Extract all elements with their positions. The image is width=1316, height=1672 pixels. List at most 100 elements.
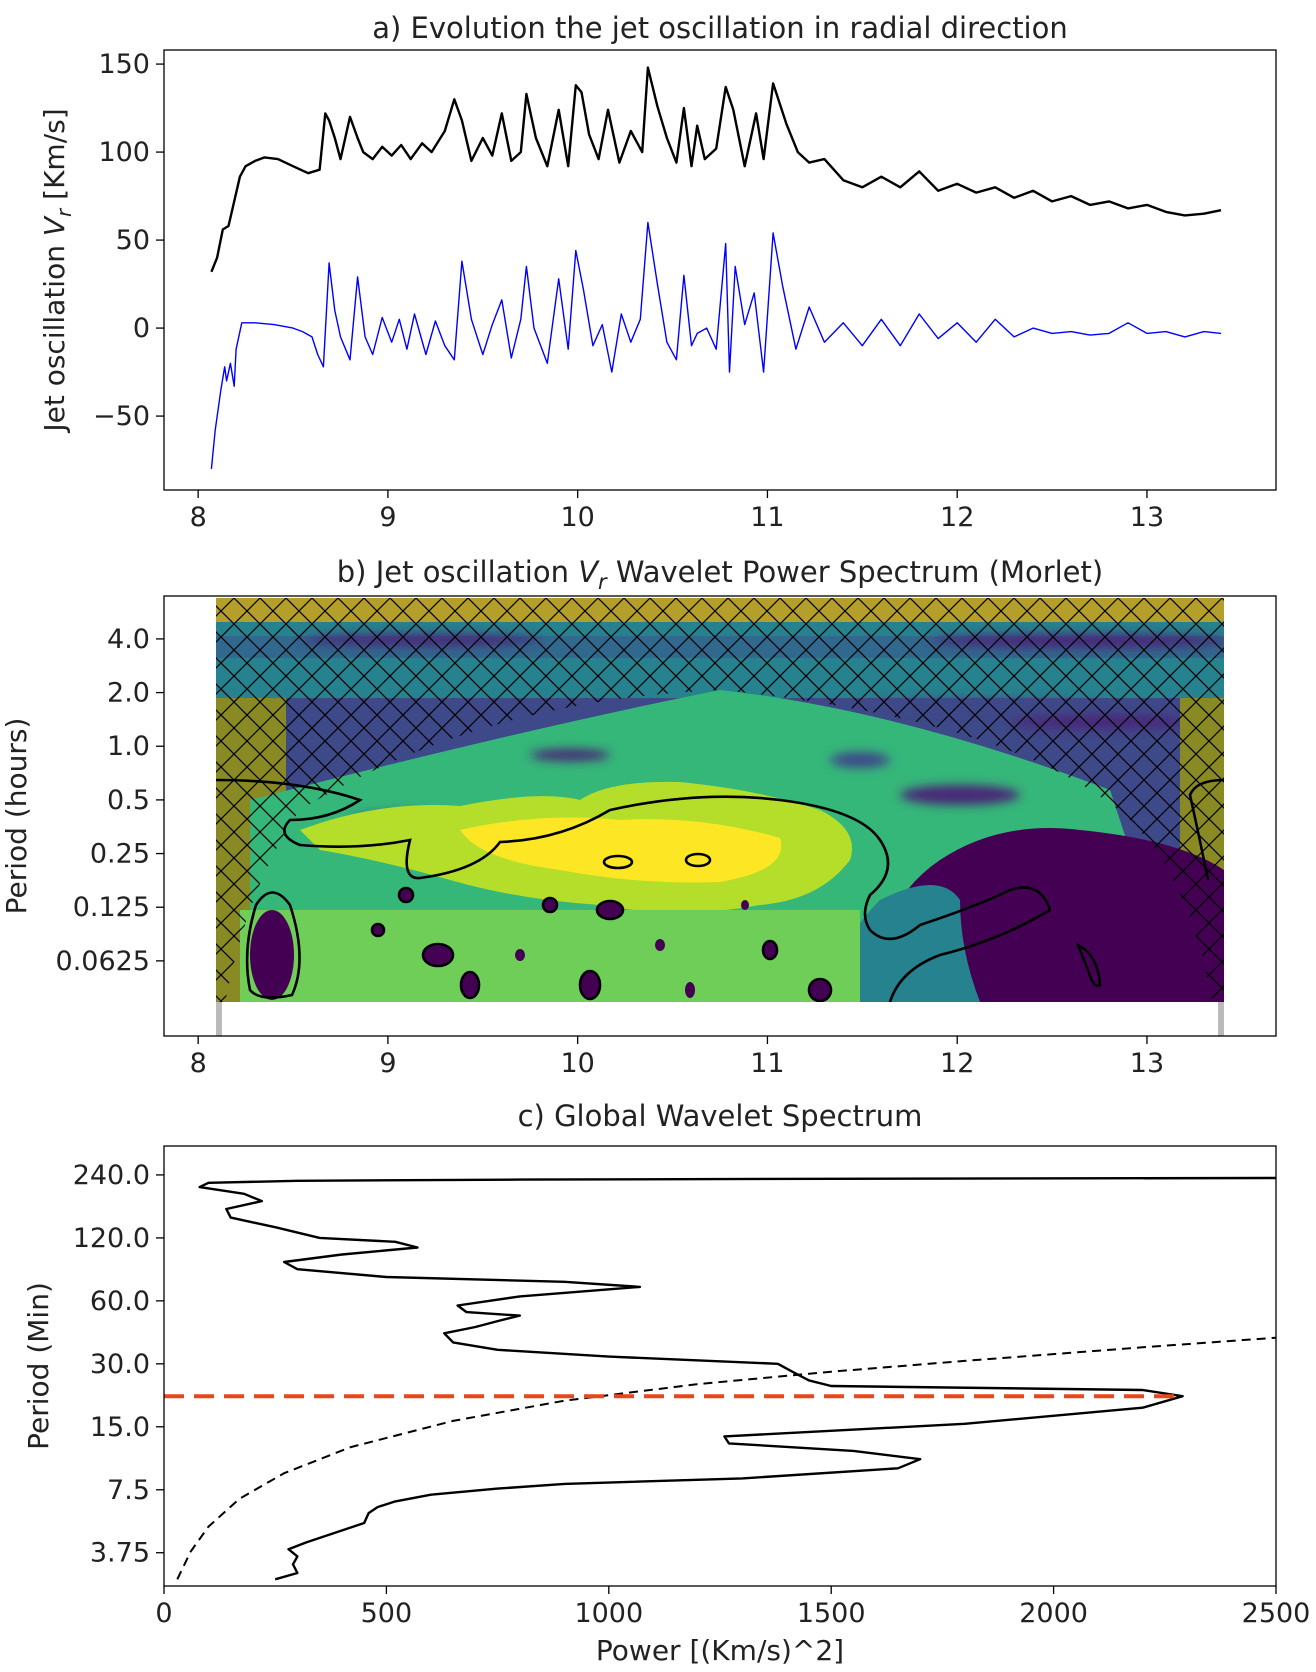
panel-b-title-prefix: b) Jet oscillation — [337, 555, 578, 589]
x-tick-label: 500 — [361, 1598, 413, 1629]
panel-b-title-sub: r — [598, 570, 608, 594]
significance-contour-dot — [459, 970, 481, 1000]
heatmap-dark-blob — [598, 902, 622, 918]
heatmap-dark-blob — [685, 982, 695, 998]
heatmap-dark-blob — [581, 972, 599, 998]
y-tick-label: 50 — [116, 225, 150, 256]
panel-b-title-suffix: Wavelet Power Spectrum (Morlet) — [607, 555, 1104, 589]
y-tick-label: 2.0 — [107, 678, 150, 709]
panel-c-xlabel: Power [(Km/s)^2] — [596, 1634, 844, 1667]
y-tick-label: 30.0 — [90, 1349, 150, 1380]
y-tick-label: 15.0 — [90, 1412, 150, 1443]
panel-a-series-line-black — [210, 66, 1222, 273]
panel-c: c) Global Wavelet Spectrum 0 500 1000 1500 2… — [22, 1099, 1310, 1667]
heatmap-dark-blob — [655, 939, 665, 951]
panel-a-title: a) Evolution the jet oscillation in radi… — [372, 11, 1068, 45]
y-tick-label: 1.0 — [107, 731, 150, 762]
y-tick-label: 150 — [98, 49, 150, 80]
panel-b-grey-edge — [1218, 1002, 1224, 1036]
panel-c-plot — [164, 1176, 1276, 1581]
x-tick-label: 11 — [750, 502, 784, 533]
significance-contour-left-blob — [245, 891, 301, 999]
significance-contour-dot — [684, 852, 712, 868]
significance-contour-main — [216, 778, 1052, 1002]
heatmap-dark-blob — [373, 925, 383, 935]
panel-b-empty-bottom — [165, 1002, 1275, 1036]
heatmap-small-scale — [240, 889, 860, 1002]
significance-contour-dot — [397, 886, 415, 904]
heatmap-dark-blob — [741, 900, 749, 910]
significance-contour-dot — [761, 939, 779, 961]
panel-c-y-axis: 240.0 120.0 60.0 30.0 15.0 7.5 3.75 — [73, 1160, 164, 1569]
y-tick-label: 4.0 — [107, 624, 150, 655]
y-tick-label: 0.25 — [90, 839, 150, 870]
y-tick-label: 100 — [98, 137, 150, 168]
heatmap-dark-blob — [544, 899, 556, 911]
y-tick-label: 0 — [133, 313, 150, 344]
significance-contour-dot — [370, 922, 386, 938]
panel-c-frame — [163, 1145, 1277, 1587]
x-tick-label: 13 — [1130, 502, 1164, 533]
panel-a-x-axis: 8 9 10 11 12 13 — [190, 490, 1164, 533]
x-tick-label: 12 — [940, 502, 974, 533]
y-tick-label: 240.0 — [73, 1160, 150, 1191]
y-tick-label: 60.0 — [90, 1286, 150, 1317]
significance-contours — [216, 778, 1224, 1002]
panel-a-frame — [163, 49, 1277, 491]
heatmap-dark-blob — [515, 949, 525, 961]
x-tick-label: 9 — [379, 1048, 396, 1079]
y-tick-label: 0.0625 — [56, 946, 150, 977]
panel-c-ylabel: Period (Min) — [22, 1282, 55, 1450]
panel-a: a) Evolution the jet oscillation in radi… — [38, 11, 1277, 533]
x-tick-label: 2000 — [1019, 1598, 1088, 1629]
panel-a-y-axis: 150 100 50 0 −50 — [93, 49, 164, 432]
heatmap-blob — [900, 785, 1020, 805]
panel-b-x-axis: 8 9 10 11 12 13 — [190, 1036, 1164, 1079]
panel-b-frame — [163, 595, 1277, 1037]
significance-contour-right-small — [1075, 942, 1102, 988]
heatmap-blob — [830, 752, 890, 768]
coi-hatch — [216, 598, 1224, 1002]
heatmap-dark-blob — [462, 973, 478, 997]
heatmap-dark-blob — [810, 980, 830, 1000]
heatmap-blob — [530, 749, 610, 761]
significance-contour-right — [1188, 778, 1224, 881]
y-tick-label: 0.5 — [107, 785, 150, 816]
x-tick-label: 8 — [190, 1048, 207, 1079]
significance-contour-dot — [541, 896, 559, 914]
panel-a-ylabel: Jet oscillation Vr [Km/s] — [38, 108, 76, 433]
significance-contour-dot — [807, 977, 833, 1002]
x-tick-label: 11 — [750, 1048, 784, 1079]
global-spectrum-line — [198, 1176, 1276, 1581]
panel-a-ylabel-suffix: [Km/s] — [38, 108, 71, 208]
panel-a-plot — [210, 66, 1222, 469]
x-tick-label: 1000 — [574, 1598, 643, 1629]
panel-b-title-var: V — [578, 555, 600, 589]
panel-b-empty-right — [1224, 598, 1275, 1002]
significance-contour-dot — [578, 969, 602, 1001]
x-tick-label: 0 — [155, 1598, 172, 1629]
y-tick-label: 0.125 — [73, 892, 150, 923]
panel-b: b) Jet oscillation Vr Wavelet Power Spec… — [0, 555, 1277, 1079]
panel-a-series-line-blue — [210, 221, 1222, 469]
y-tick-label: 7.5 — [107, 1475, 150, 1506]
heatmap-dark-blob — [424, 945, 452, 965]
heatmap-lower-green — [240, 910, 860, 1002]
x-tick-label: 9 — [379, 502, 396, 533]
panel-b-heatmap — [216, 598, 1224, 1002]
significance-contour-dot — [421, 942, 455, 968]
x-tick-label: 10 — [560, 502, 594, 533]
panel-a-ylabel-sub: r — [52, 207, 76, 217]
panel-b-title: b) Jet oscillation Vr Wavelet Power Spec… — [337, 555, 1103, 594]
panel-c-x-axis: 0 500 1000 1500 2000 2500 — [155, 1586, 1310, 1629]
panel-b-ylabel: Period (hours) — [0, 718, 33, 915]
panel-c-title: c) Global Wavelet Spectrum — [518, 1099, 923, 1133]
heatmap-dark-blob — [250, 910, 294, 1000]
y-tick-label: 3.75 — [90, 1538, 150, 1569]
x-tick-label: 1500 — [797, 1598, 866, 1629]
x-tick-label: 2500 — [1242, 1598, 1311, 1629]
x-tick-label: 12 — [940, 1048, 974, 1079]
panel-b-y-axis: 4.0 2.0 1.0 0.5 0.25 0.125 0.0625 — [56, 624, 164, 977]
significance-contour-dot — [595, 899, 625, 921]
